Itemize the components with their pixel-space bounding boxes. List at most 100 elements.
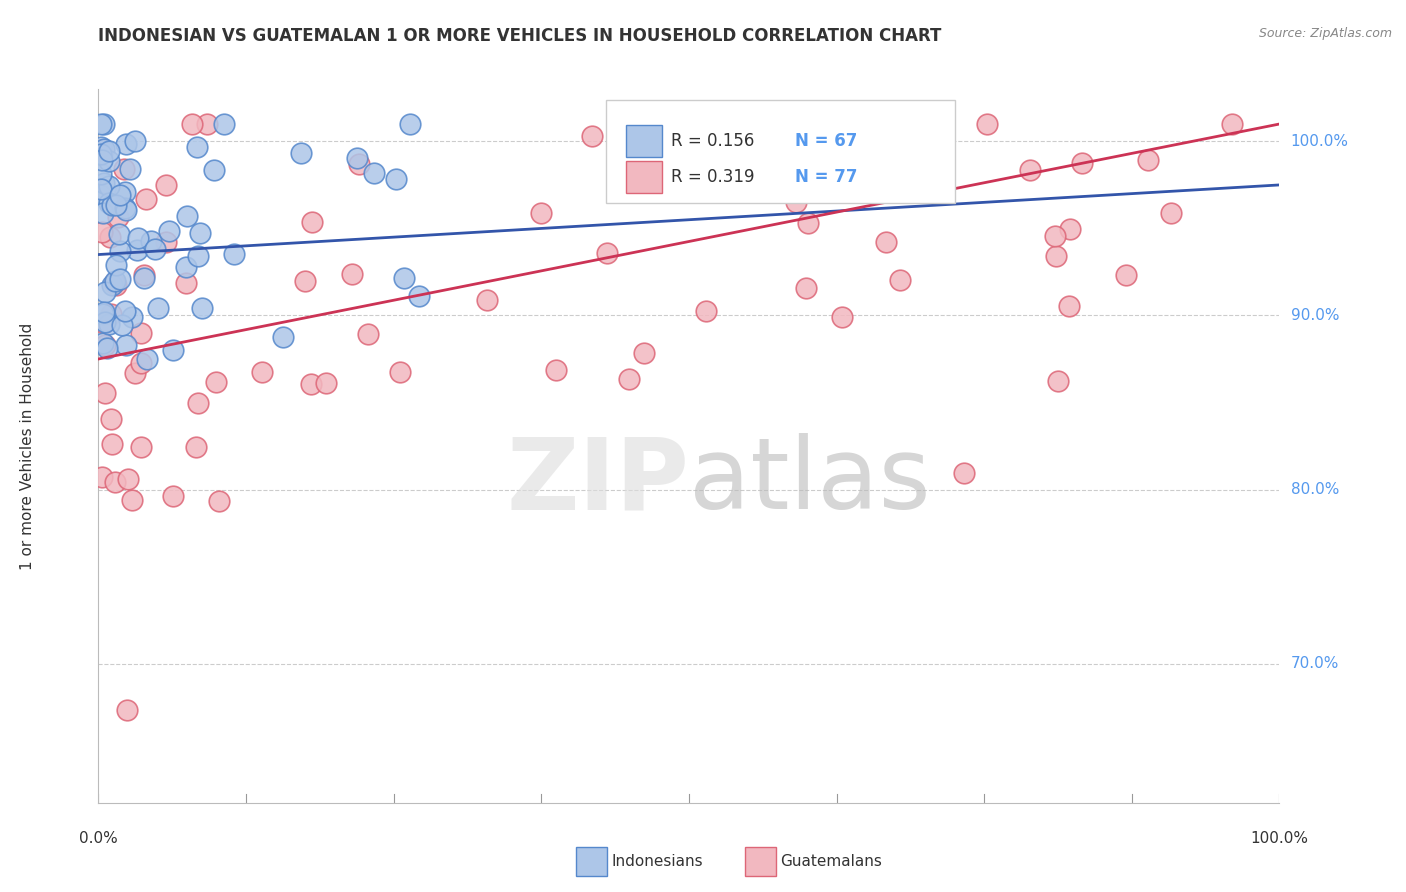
Point: [1071, 155, 1094, 169]
Point: [301, 215, 323, 229]
Point: [101, 437, 124, 451]
Point: [794, 281, 817, 295]
Point: [136, 352, 159, 367]
Bar: [626, 161, 662, 193]
Point: [93, 117, 115, 131]
Point: [146, 301, 169, 316]
Point: [342, 268, 364, 282]
Point: [1160, 206, 1182, 220]
Point: [785, 195, 807, 210]
Point: [91, 205, 114, 219]
Point: [127, 243, 149, 257]
Text: ZIP: ZIP: [506, 434, 689, 530]
Point: [844, 148, 866, 162]
Point: [155, 178, 177, 192]
Point: [90, 187, 112, 202]
Bar: [626, 125, 662, 157]
Point: [389, 365, 412, 379]
Point: [408, 289, 430, 303]
Point: [357, 327, 380, 342]
Point: [112, 162, 135, 177]
Point: [530, 206, 553, 220]
Point: [98, 230, 121, 244]
Point: [98, 154, 121, 169]
Point: [475, 293, 498, 307]
Point: [776, 173, 799, 187]
Point: [93, 176, 115, 190]
Point: [93, 142, 115, 156]
Point: [770, 166, 793, 180]
Point: [157, 224, 180, 238]
Point: [121, 310, 143, 324]
Point: [129, 356, 152, 370]
Point: [94, 315, 117, 329]
Point: [271, 330, 294, 344]
Point: [96, 341, 118, 355]
Point: [107, 210, 129, 224]
Point: [124, 134, 146, 148]
Point: [294, 274, 316, 288]
Point: [91, 153, 114, 168]
Point: [103, 277, 125, 291]
Point: [766, 184, 789, 198]
Point: [596, 245, 619, 260]
FancyBboxPatch shape: [606, 100, 955, 203]
Point: [91, 225, 114, 239]
Point: [349, 156, 371, 170]
Text: 1 or more Vehicles in Household: 1 or more Vehicles in Household: [20, 322, 35, 570]
Text: R = 0.156: R = 0.156: [671, 132, 755, 150]
Point: [104, 197, 127, 211]
Point: [90, 167, 112, 181]
Point: [796, 216, 818, 230]
Point: [91, 143, 114, 157]
Point: [117, 703, 139, 717]
Point: [115, 203, 138, 218]
Point: [1137, 153, 1160, 168]
Point: [581, 128, 603, 143]
Point: [94, 385, 117, 400]
Text: N = 67: N = 67: [796, 132, 858, 150]
Point: [191, 301, 214, 315]
Point: [90, 147, 112, 161]
Point: [90, 182, 112, 196]
Point: [176, 209, 198, 223]
Point: [212, 117, 235, 131]
Point: [184, 440, 207, 454]
Point: [104, 278, 127, 293]
Point: [1115, 268, 1137, 283]
Point: [1059, 221, 1081, 235]
Point: [143, 243, 166, 257]
Point: [976, 117, 998, 131]
Point: [101, 278, 124, 293]
Point: [197, 117, 219, 131]
Point: [114, 303, 136, 318]
Text: Guatemalans: Guatemalans: [780, 855, 882, 869]
Point: [93, 307, 115, 321]
Point: [131, 440, 153, 454]
Point: [188, 226, 211, 240]
Text: Indonesians: Indonesians: [612, 855, 703, 869]
Point: [120, 162, 142, 177]
Point: [97, 196, 120, 211]
Text: 0.0%: 0.0%: [79, 831, 118, 847]
Point: [1019, 163, 1042, 178]
Point: [124, 366, 146, 380]
Point: [129, 326, 152, 340]
Point: [93, 336, 115, 351]
Point: [208, 494, 231, 508]
Point: [121, 493, 143, 508]
Point: [98, 144, 121, 158]
Text: INDONESIAN VS GUATEMALAN 1 OR MORE VEHICLES IN HOUSEHOLD CORRELATION CHART: INDONESIAN VS GUATEMALAN 1 OR MORE VEHIC…: [98, 27, 942, 45]
Point: [290, 145, 312, 160]
Point: [187, 396, 209, 410]
Point: [1057, 299, 1080, 313]
Point: [98, 178, 121, 193]
Point: [1047, 374, 1070, 388]
Point: [202, 163, 225, 178]
Point: [299, 377, 322, 392]
Point: [108, 187, 131, 202]
Point: [97, 317, 120, 331]
Point: [633, 346, 655, 360]
Text: 80.0%: 80.0%: [1291, 482, 1339, 497]
Point: [94, 337, 117, 351]
